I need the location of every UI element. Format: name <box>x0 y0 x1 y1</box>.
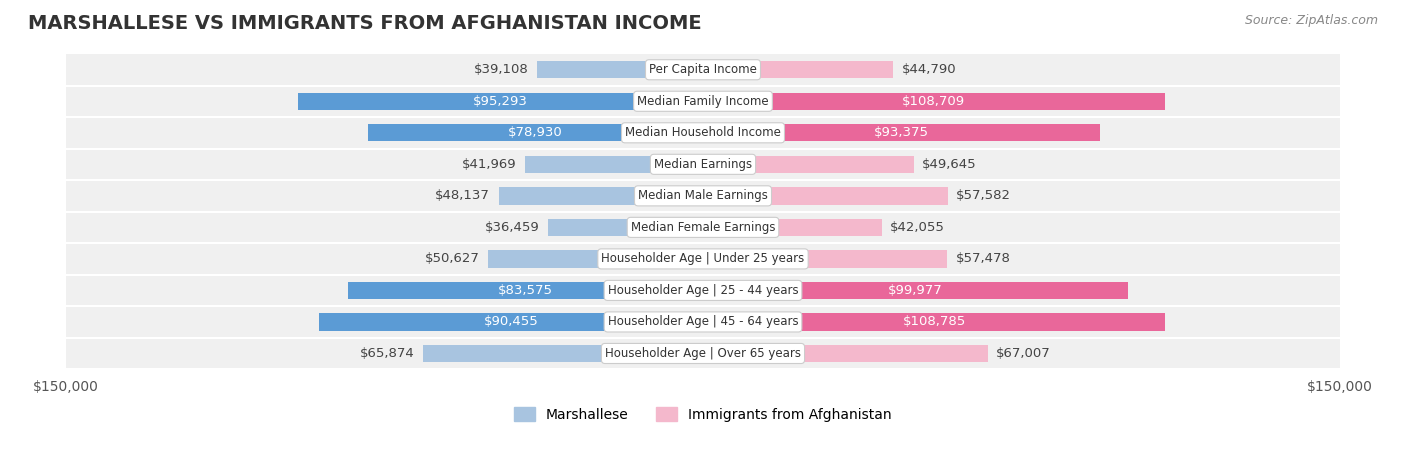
Bar <box>703 187 948 205</box>
Text: $90,455: $90,455 <box>484 315 538 328</box>
Text: $65,874: $65,874 <box>360 347 415 360</box>
Bar <box>499 187 703 205</box>
Text: $41,969: $41,969 <box>461 158 516 171</box>
Bar <box>368 124 703 142</box>
Bar <box>66 180 1340 212</box>
Text: $48,137: $48,137 <box>436 189 491 202</box>
Bar <box>703 92 1164 110</box>
Text: Median Household Income: Median Household Income <box>626 126 780 139</box>
Bar <box>349 282 703 299</box>
Text: $99,977: $99,977 <box>889 284 942 297</box>
Text: Median Male Earnings: Median Male Earnings <box>638 189 768 202</box>
Text: Per Capita Income: Per Capita Income <box>650 63 756 76</box>
Text: $95,293: $95,293 <box>474 95 529 108</box>
Text: Householder Age | Over 65 years: Householder Age | Over 65 years <box>605 347 801 360</box>
Text: Householder Age | 45 - 64 years: Householder Age | 45 - 64 years <box>607 315 799 328</box>
Bar <box>66 149 1340 180</box>
Bar <box>319 313 703 331</box>
Text: $57,478: $57,478 <box>956 252 1011 265</box>
Text: MARSHALLESE VS IMMIGRANTS FROM AFGHANISTAN INCOME: MARSHALLESE VS IMMIGRANTS FROM AFGHANIST… <box>28 14 702 33</box>
Bar <box>703 124 1099 142</box>
Bar <box>66 275 1340 306</box>
Text: Source: ZipAtlas.com: Source: ZipAtlas.com <box>1244 14 1378 27</box>
Text: $108,785: $108,785 <box>903 315 966 328</box>
Bar <box>537 61 703 78</box>
Bar <box>703 345 987 362</box>
Text: Householder Age | Under 25 years: Householder Age | Under 25 years <box>602 252 804 265</box>
Text: $67,007: $67,007 <box>995 347 1050 360</box>
Text: Median Family Income: Median Family Income <box>637 95 769 108</box>
Text: $57,582: $57,582 <box>956 189 1011 202</box>
Text: $42,055: $42,055 <box>890 221 945 234</box>
Text: $108,709: $108,709 <box>903 95 966 108</box>
Legend: Marshallese, Immigrants from Afghanistan: Marshallese, Immigrants from Afghanistan <box>509 402 897 428</box>
Bar <box>524 156 703 173</box>
Bar <box>488 250 703 268</box>
Bar <box>66 338 1340 369</box>
Text: Householder Age | 25 - 44 years: Householder Age | 25 - 44 years <box>607 284 799 297</box>
Bar <box>66 117 1340 149</box>
Bar <box>703 282 1128 299</box>
Text: Median Earnings: Median Earnings <box>654 158 752 171</box>
Text: $36,459: $36,459 <box>485 221 540 234</box>
Text: $78,930: $78,930 <box>508 126 562 139</box>
Bar <box>423 345 703 362</box>
Text: $49,645: $49,645 <box>922 158 977 171</box>
Text: Median Female Earnings: Median Female Earnings <box>631 221 775 234</box>
Bar <box>66 212 1340 243</box>
Text: $39,108: $39,108 <box>474 63 529 76</box>
Text: $93,375: $93,375 <box>873 126 929 139</box>
Text: $50,627: $50,627 <box>425 252 479 265</box>
Bar <box>66 85 1340 117</box>
Bar <box>66 54 1340 85</box>
Bar <box>703 219 882 236</box>
Text: $44,790: $44,790 <box>901 63 956 76</box>
Bar <box>703 61 893 78</box>
Bar <box>66 243 1340 275</box>
Text: $83,575: $83,575 <box>498 284 553 297</box>
Bar <box>548 219 703 236</box>
Bar <box>703 250 948 268</box>
Bar <box>703 156 914 173</box>
Bar <box>298 92 703 110</box>
Bar <box>703 313 1166 331</box>
Bar <box>66 306 1340 338</box>
